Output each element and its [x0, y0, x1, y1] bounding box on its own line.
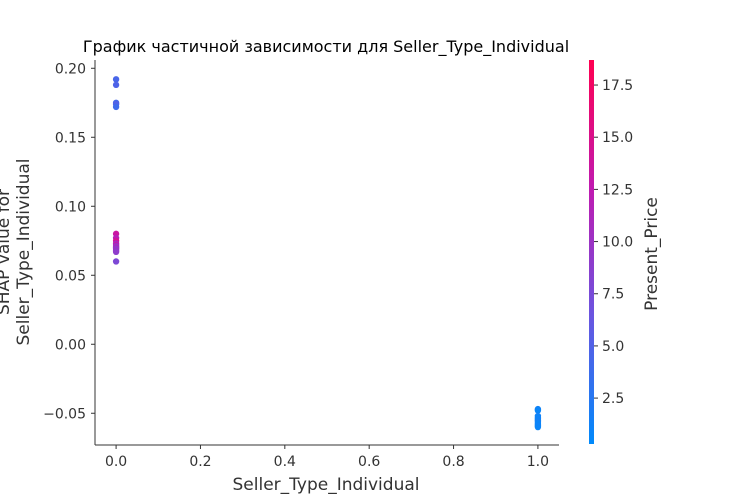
- colorbar-tick-label: 2.5: [602, 391, 624, 407]
- y-tick-label: 0.15: [55, 130, 86, 146]
- colorbar-gradient: [589, 60, 594, 444]
- colorbar-tick-label: 5.0: [602, 339, 624, 355]
- plot-axes: [94, 60, 559, 446]
- data-point: [534, 407, 542, 414]
- chart-title: График частичной зависимости для Seller_…: [83, 37, 569, 57]
- y-ticks: −0.05 0.00 0.05 0.10 0.15 0.20: [43, 61, 95, 422]
- x-tick-label: 0.8: [442, 454, 464, 470]
- colorbar-tick-label: 7.5: [602, 287, 624, 303]
- data-point: [112, 81, 120, 89]
- data-point: [112, 258, 120, 265]
- x-axis-label: Seller_Type_Individual: [233, 475, 420, 495]
- colorbar-tick-label: 12.5: [602, 182, 633, 198]
- y-tick-label: 0.20: [55, 61, 86, 77]
- colorbar-tick-label: 10.0: [602, 235, 633, 251]
- x-tick-label: 0.6: [358, 454, 380, 470]
- data-point: [534, 423, 542, 431]
- data-point: [112, 248, 120, 256]
- y-tick-label: 0.05: [55, 268, 86, 284]
- x-tick-label: 0.0: [105, 454, 127, 470]
- y-tick-label: 0.00: [55, 337, 86, 353]
- y-axis-label-line-2: Seller_Type_Individual: [14, 159, 34, 346]
- x-tick-label: 0.2: [189, 454, 211, 470]
- y-axis-label-line-1: SHAP value for: [0, 189, 14, 315]
- x-tick-label: 0.4: [274, 454, 296, 470]
- x-ticks: 0.0 0.2 0.4 0.6 0.8 1.0: [105, 445, 549, 470]
- colorbar: 2.5 5.0 7.5 10.0 12.5 15.0 17.5 Present_Price: [589, 60, 662, 444]
- x-tick-label: 1.0: [527, 454, 549, 470]
- data-point: [112, 76, 120, 83]
- scatter-points: [112, 76, 542, 431]
- colorbar-ticks: 2.5 5.0 7.5 10.0 12.5 15.0 17.5: [594, 78, 633, 407]
- data-point: [112, 103, 120, 111]
- y-tick-label: −0.05: [43, 406, 86, 422]
- y-tick-label: 0.10: [55, 199, 86, 215]
- y-axis-label: SHAP value for Seller_Type_Individual: [0, 159, 34, 346]
- colorbar-tick-label: 17.5: [602, 78, 633, 94]
- colorbar-label: Present_Price: [642, 197, 662, 311]
- colorbar-tick-label: 15.0: [602, 130, 633, 146]
